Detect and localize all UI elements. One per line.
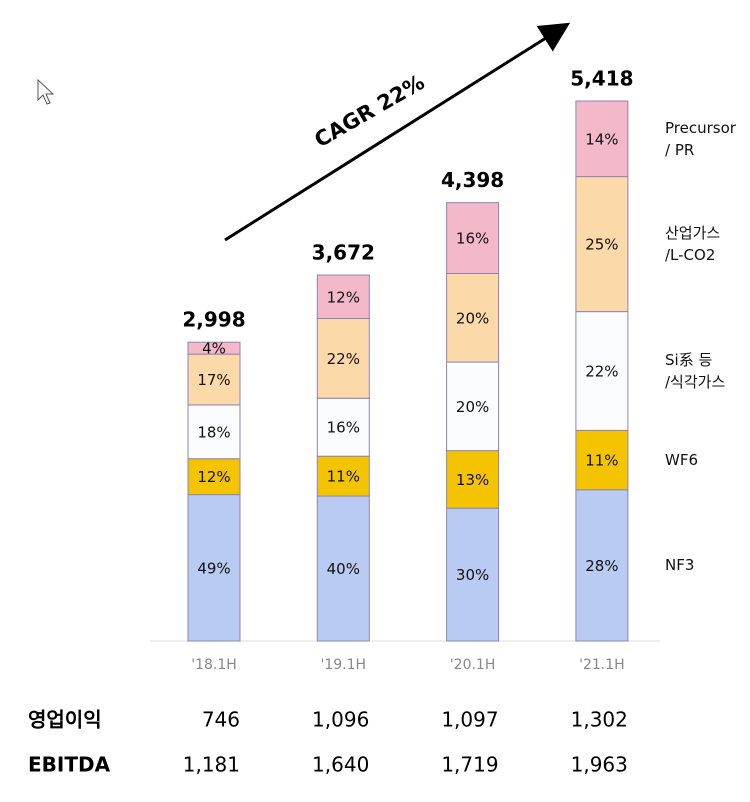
value-label: 12%	[327, 288, 360, 306]
bar-segment	[446, 361, 500, 452]
legend-label: Precursor / PR	[665, 118, 736, 159]
value-label: 30%	[456, 566, 489, 584]
bar-segment	[446, 273, 500, 363]
cursor	[37, 78, 55, 105]
x-tick-label: '18.1H	[191, 657, 237, 673]
value-label: 22%	[585, 363, 618, 381]
bar-segment	[575, 100, 629, 178]
table-value: 1,640	[312, 753, 369, 777]
value-label: 13%	[456, 471, 489, 489]
table-row-label: 영업이익	[28, 708, 102, 732]
value-label: 20%	[456, 398, 489, 416]
total-label: 4,398	[441, 168, 504, 192]
value-label: 49%	[197, 559, 230, 577]
table-value: 1,302	[571, 708, 628, 732]
value-label: 11%	[585, 452, 618, 470]
legend-label: Si系 등 /식각가스	[665, 351, 726, 391]
bar-segment	[446, 450, 500, 509]
legend-label: WF6	[665, 451, 699, 470]
annotation: CAGR 22%	[310, 70, 428, 152]
table-value: 1,719	[441, 753, 498, 777]
x-tick-label: '21.1H	[579, 657, 625, 673]
bar-segment	[187, 353, 241, 406]
total-label: 5,418	[570, 67, 633, 91]
value-label: 16%	[456, 230, 489, 248]
value-label: 20%	[456, 309, 489, 327]
value-label: 12%	[197, 468, 230, 486]
bar-segment	[575, 489, 629, 642]
value-label: 4%	[202, 340, 226, 358]
bar-segment	[316, 495, 370, 642]
bar-segment	[446, 202, 500, 275]
bar-segment	[575, 311, 629, 431]
bar-segment	[316, 455, 370, 497]
bar-segment	[575, 176, 629, 313]
value-label: 18%	[197, 423, 230, 441]
value-label: 28%	[585, 557, 618, 575]
table-value: 1,963	[571, 753, 628, 777]
bar-segment	[446, 507, 500, 642]
bar-segment	[187, 341, 241, 355]
total-label: 2,998	[182, 308, 245, 332]
legend-label: NF3	[665, 556, 695, 575]
value-label: 11%	[327, 468, 360, 486]
table-value: 1,097	[441, 708, 498, 732]
legend-label: 산업가스 /L-CO2	[665, 224, 721, 265]
bar-segment	[316, 318, 370, 399]
value-label: 16%	[327, 419, 360, 437]
value-label: 40%	[327, 560, 360, 578]
value-label: 14%	[585, 130, 618, 148]
value-label: 25%	[585, 236, 618, 254]
bar-segment	[316, 397, 370, 457]
value-label: 22%	[327, 350, 360, 368]
bar-segment	[187, 494, 241, 642]
bar-segment	[575, 429, 629, 491]
bar-segment	[316, 274, 370, 320]
table-value: 746	[202, 708, 240, 732]
table-value: 1,181	[183, 753, 240, 777]
table-value: 1,096	[312, 708, 369, 732]
value-label: 17%	[197, 371, 230, 389]
trend-arrow	[224, 22, 571, 242]
total-label: 3,672	[312, 241, 375, 265]
table-row-label: EBITDA	[28, 753, 111, 777]
bar-segment	[187, 458, 241, 496]
x-tick-label: '19.1H	[321, 657, 367, 673]
x-tick-label: '20.1H	[450, 657, 496, 673]
